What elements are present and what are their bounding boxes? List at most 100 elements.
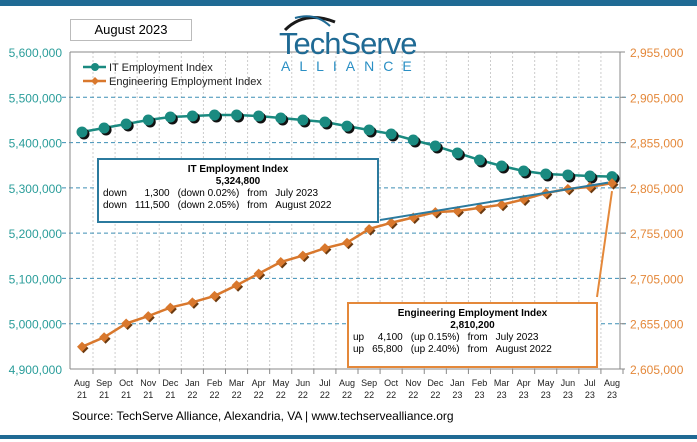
it-box-value: 5,324,800 [215, 176, 261, 187]
it-callout-arrow [379, 181, 609, 221]
it-data-point [231, 109, 243, 121]
x-axis-tick-label: 21 [121, 390, 131, 400]
eng-box-title: Engineering Employment Index [397, 308, 548, 319]
it-data-point [407, 134, 419, 146]
x-axis-tick-label: Aug [604, 378, 620, 388]
techserve-logo: TechServe ALLIANCE [275, 12, 417, 74]
left-axis-tick-label: 5,500,000 [9, 91, 63, 105]
x-axis-tick-label: Sep [361, 378, 377, 388]
legend-circle-icon [91, 63, 99, 71]
x-axis-tick-label: 22 [276, 390, 286, 400]
engineering-data-point [99, 332, 110, 343]
cell: up [353, 332, 365, 343]
cell: 4,100 [377, 332, 403, 343]
cell: up [353, 344, 365, 355]
it-data-point [385, 128, 397, 140]
eng-box-row: up 4,100 (up 0.15%) from July 2023 [349, 332, 556, 344]
cell: down [103, 188, 127, 199]
cell: August 2022 [275, 200, 332, 211]
x-axis-tick-label: Feb [207, 378, 223, 388]
it-data-point [429, 140, 441, 152]
x-axis-tick-label: 21 [77, 390, 87, 400]
x-axis-tick-label: Jun [561, 378, 576, 388]
x-axis-tick-label: Aug [339, 378, 355, 388]
right-axis-tick-label: 2,955,000 [630, 46, 684, 60]
engineering-data-point [231, 280, 242, 291]
x-axis-tick-label: 22 [386, 390, 396, 400]
engineering-data-point [342, 237, 352, 248]
right-axis-tick-label: 2,755,000 [630, 227, 684, 241]
x-axis-tick-label: 22 [342, 390, 352, 400]
engineering-summary-box: Engineering Employment Index 2,810,200 u… [347, 302, 598, 368]
it-data-point [319, 116, 331, 128]
cell: (down 0.02%) [177, 188, 240, 199]
eng-box-row: up 65,800 (up 2.40%) from August 2022 [349, 344, 556, 356]
x-axis-tick-label: Apr [517, 378, 531, 388]
x-axis-tick-label: 23 [519, 390, 529, 400]
legend-label: Engineering Employment Index [109, 76, 262, 88]
cell: July 2023 [275, 188, 319, 199]
x-axis-tick-label: Dec [162, 378, 179, 388]
engineering-data-point [275, 257, 286, 268]
it-box-title: IT Employment Index [187, 164, 289, 175]
x-axis-tick-label: 22 [364, 390, 374, 400]
x-axis-tick-label: 22 [430, 390, 440, 400]
x-axis-tick-label: 23 [541, 390, 551, 400]
period-label: August 2023 [70, 19, 192, 41]
x-axis-tick-label: 22 [298, 390, 308, 400]
it-data-point [253, 110, 265, 122]
logo-text-main: TechServe [279, 26, 417, 61]
x-axis-tick-label: Jun [296, 378, 311, 388]
it-data-point [540, 168, 552, 180]
x-axis-tick-label: 22 [320, 390, 330, 400]
x-axis-tick-label: 23 [452, 390, 462, 400]
it-data-point [496, 160, 508, 172]
x-axis-tick-label: Oct [119, 378, 134, 388]
it-box-row: down 111,500 (down 2.05%) from August 2022 [99, 200, 335, 212]
it-box-row: down 1,300 (down 0.02%) from July 2023 [99, 188, 335, 200]
x-axis-tick-label: Sep [96, 378, 112, 388]
top-bar [0, 0, 697, 6]
x-axis-tick-label: 23 [497, 390, 507, 400]
it-data-point [518, 165, 530, 177]
logo-swoosh-icon [283, 15, 336, 32]
engineering-data-point [77, 341, 87, 352]
engineering-data-point [187, 297, 198, 308]
x-axis-tick-label: 22 [232, 390, 242, 400]
left-axis-tick-label: 5,200,000 [9, 227, 63, 241]
cell: from [467, 344, 488, 355]
logo-text-sub: ALLIANCE [281, 58, 421, 74]
x-axis-tick-label: Aug [74, 378, 90, 388]
x-axis-tick-label: Oct [384, 378, 399, 388]
x-axis-tick-label: Jan [185, 378, 200, 388]
it-data-point [451, 147, 463, 159]
cell: from [247, 200, 268, 211]
engineering-data-point [165, 302, 176, 313]
cell: 65,800 [372, 344, 403, 355]
left-axis-tick-label: 5,600,000 [9, 46, 63, 60]
engineering-data-point [209, 290, 220, 301]
right-axis-tick-label: 2,705,000 [630, 272, 684, 286]
right-axis-tick-label: 2,655,000 [630, 318, 684, 332]
x-axis-tick-label: Nov [405, 378, 422, 388]
x-axis-tick-label: 23 [563, 390, 573, 400]
x-axis-tick-label: Jul [319, 378, 331, 388]
it-box-table: down 1,300 (down 0.02%) from July 2023 down 1… [99, 188, 335, 212]
x-axis-tick-label: Dec [427, 378, 444, 388]
legend-diamond-icon [91, 77, 99, 85]
x-axis-tick-label: Nov [140, 378, 157, 388]
right-axis-tick-label: 2,905,000 [630, 91, 684, 105]
cell: July 2023 [495, 332, 539, 343]
x-axis-tick-label: May [272, 378, 290, 388]
x-axis-tick-label: 21 [143, 390, 153, 400]
left-axis-tick-label: 4,900,000 [9, 363, 63, 377]
legend-label: IT Employment Index [109, 62, 213, 74]
it-data-point [209, 109, 220, 121]
x-axis-tick-label: 22 [408, 390, 418, 400]
cell: from [247, 188, 268, 199]
engineering-data-point [121, 318, 132, 329]
engineering-data-point [474, 202, 485, 213]
it-data-point [275, 112, 287, 124]
